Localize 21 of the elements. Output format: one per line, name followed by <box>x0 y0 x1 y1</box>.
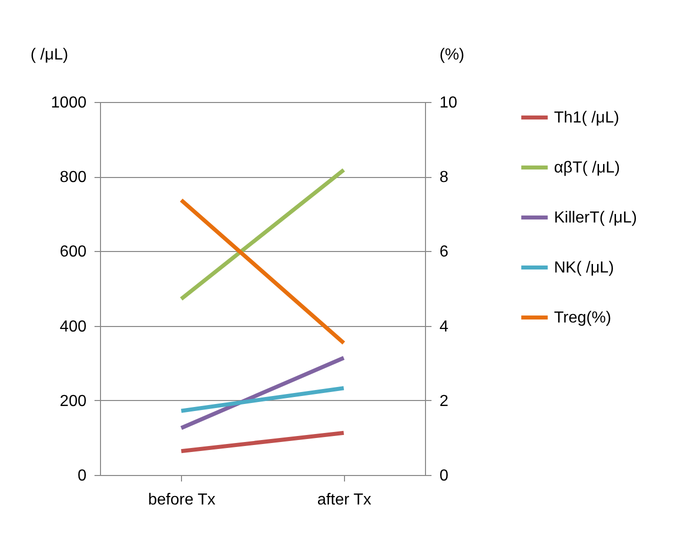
x-tick-label: after Tx <box>317 492 372 508</box>
y2-tick-label: 4 <box>440 318 448 336</box>
legend-label: Th1( /μL) <box>554 110 620 126</box>
legend-label: KillerT( /μL) <box>554 210 637 226</box>
y-tick-label: 600 <box>60 244 87 261</box>
y2-axis-title: (%) <box>440 46 464 64</box>
legend-label: αβT( /μL) <box>554 160 620 176</box>
y-tick-label: 0 <box>78 468 87 484</box>
y2-tick-label: 2 <box>440 392 448 410</box>
legend-label: NK( /μL) <box>554 260 614 276</box>
y2-tick-label: 8 <box>440 169 448 186</box>
y-axis-title: ( /μL) <box>30 46 68 64</box>
x-tick-label: before Tx <box>148 492 216 508</box>
y2-tick-label: 10 <box>440 94 458 112</box>
y2-tick-label: 6 <box>440 244 448 261</box>
y2-tick-label: 0 <box>440 468 448 484</box>
legend-label: Treg(%) <box>554 310 612 326</box>
y-tick-label: 800 <box>60 169 87 186</box>
y-tick-label: 200 <box>60 392 87 410</box>
y-tick-label: 1000 <box>50 94 87 112</box>
y-tick-label: 400 <box>60 318 87 336</box>
